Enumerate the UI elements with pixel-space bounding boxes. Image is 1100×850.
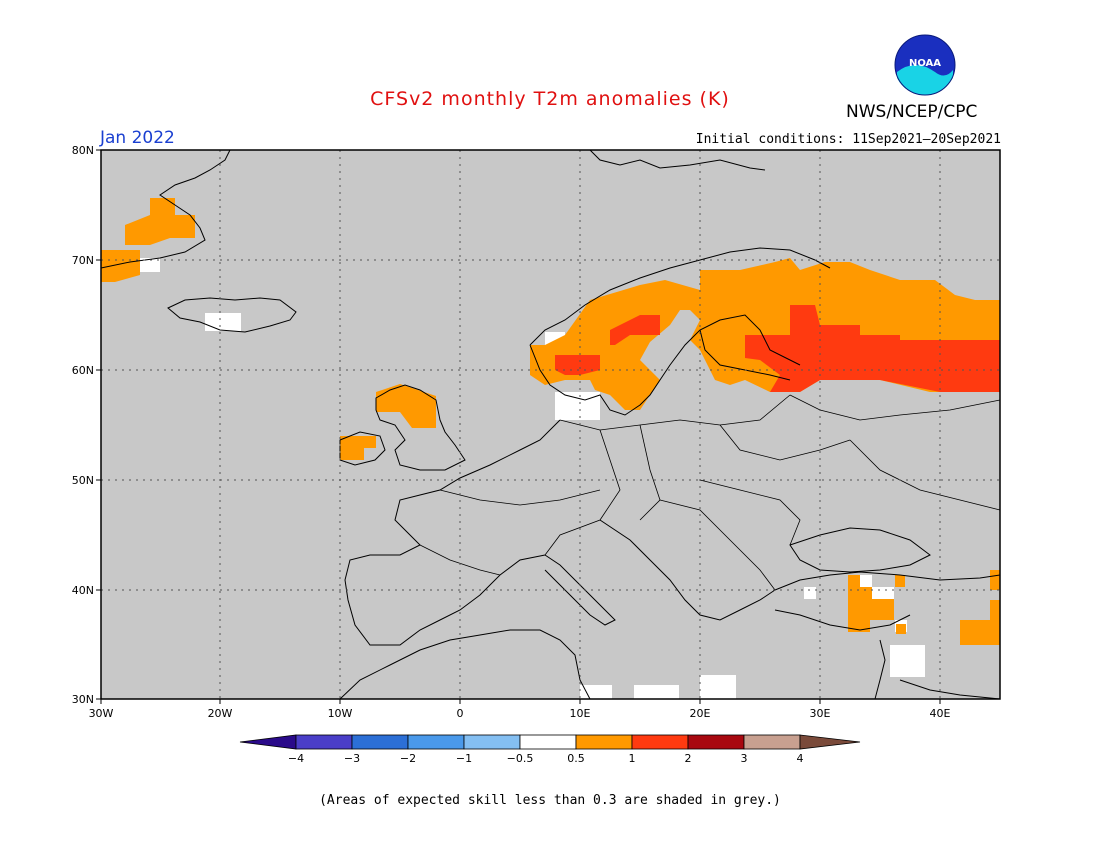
colorbar-swatch (463, 734, 521, 750)
map-frame (100, 149, 1001, 700)
lat-tick-label: 70N (72, 254, 94, 267)
lat-tick-label: 80N (72, 144, 94, 157)
colorbar-label: −0.5 (507, 752, 534, 765)
valid-month-label: Jan 2022 (100, 128, 175, 148)
lon-tick-label: 20W (208, 707, 233, 720)
lon-tick-label: 0 (457, 707, 464, 720)
skill-footnote: (Areas of expected skill less than 0.3 a… (319, 793, 781, 808)
colorbar-swatch (407, 734, 465, 750)
colorbar-swatch (743, 734, 801, 750)
lon-tick-label: 40E (930, 707, 951, 720)
colorbar-label: 3 (741, 752, 748, 765)
colorbar-swatch (799, 734, 861, 750)
svg-text:NOAA: NOAA (909, 58, 941, 69)
colorbar-label: −1 (456, 752, 472, 765)
noaa-logo-icon: NOAA (894, 34, 956, 96)
colorbar-label: 0.5 (567, 752, 585, 765)
graticule (101, 150, 1000, 699)
lat-tick-label: 40N (72, 584, 94, 597)
longitude-labels: 30W 20W 10W 0 10E 20E 30E 40E (89, 707, 951, 720)
lat-tick-label: 50N (72, 474, 94, 487)
lon-tick-label: 20E (690, 707, 711, 720)
colorbar-label: −2 (400, 752, 416, 765)
colorbar-swatch (239, 734, 297, 750)
country-borders (419, 394, 1001, 591)
colorbar (239, 734, 861, 750)
initial-conditions-label: Initial conditions: 11Sep2021—20Sep2021 (695, 132, 1001, 147)
colorbar-swatch (295, 734, 353, 750)
lon-tick-label: 10W (328, 707, 353, 720)
colorbar-label: 4 (797, 752, 804, 765)
colorbar-swatch (519, 734, 577, 750)
lon-tick-label: 30E (810, 707, 831, 720)
coastlines (100, 149, 1001, 700)
colorbar-swatch (631, 734, 689, 750)
lon-tick-label: 10E (570, 707, 591, 720)
colorbar-label: −3 (344, 752, 360, 765)
colorbar-label: −4 (288, 752, 304, 765)
agency-label: NWS/NCEP/CPC (846, 102, 978, 122)
axis-ticks (96, 149, 941, 704)
lon-tick-label: 30W (89, 707, 114, 720)
colorbar-labels: −4 −3 −2 −1 −0.5 0.5 1 2 3 4 (288, 752, 804, 765)
map-title: CFSv2 monthly T2m anomalies (K) (370, 88, 730, 110)
colorbar-swatch (575, 734, 633, 750)
colorbar-label: 2 (685, 752, 692, 765)
latitude-labels: 80N 70N 60N 50N 40N 30N (72, 144, 94, 706)
lat-tick-label: 60N (72, 364, 94, 377)
colorbar-label: 1 (629, 752, 636, 765)
lat-tick-label: 30N (72, 693, 94, 706)
colorbar-swatch (351, 734, 409, 750)
colorbar-swatch (687, 734, 745, 750)
